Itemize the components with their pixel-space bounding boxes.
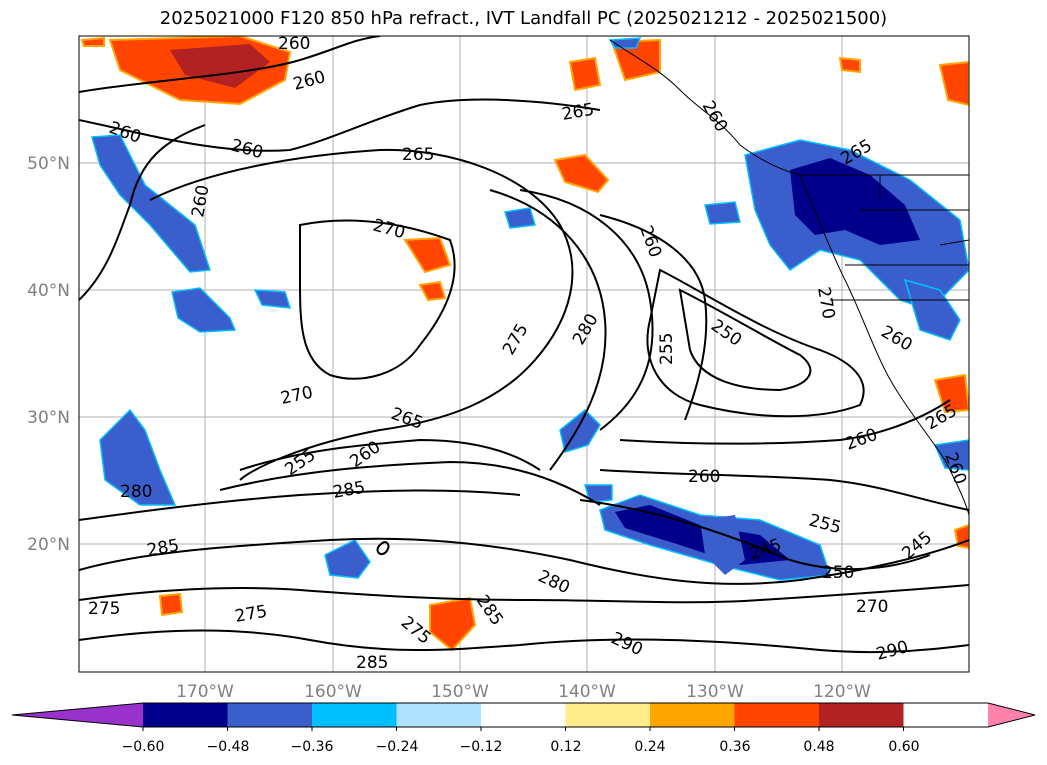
colorbar-cell [481, 703, 566, 727]
contour-260 [219, 460, 601, 506]
colorbar-tick-label: 0.60 [888, 739, 919, 755]
positive-shading [80, 36, 969, 652]
contour-label: 275 [88, 599, 120, 619]
contour-label: 260 [688, 467, 720, 487]
warm-patch [838, 56, 861, 74]
contour-lines [79, 36, 969, 654]
colorbar-cells [11, 702, 1036, 731]
colorbar-tick-label: −0.12 [460, 739, 503, 755]
cool-patch [253, 289, 292, 309]
colorbar-tick-label: 0.48 [803, 739, 834, 755]
warm-patch [933, 373, 969, 414]
state-border [939, 239, 969, 246]
warm-patch [403, 236, 452, 274]
contour-260 [79, 124, 206, 301]
state-borders [830, 175, 969, 301]
colorbar-cell [734, 703, 819, 727]
colorbar-cell [227, 703, 312, 727]
contour-260 [79, 98, 601, 152]
contour-255 [239, 438, 541, 471]
colorbar-tick-label: −0.24 [376, 739, 419, 755]
contour-label: 255 [657, 333, 677, 365]
longitude-labels: 170°W 160°W 150°W 140°W 130°W 120°W [176, 682, 871, 702]
warm-patch [80, 36, 105, 47]
cool-patch [903, 278, 961, 341]
map-frame [78, 35, 970, 673]
lat-label-30n: 30°N [27, 408, 70, 428]
contour-250 [579, 499, 931, 571]
contour-label: 265 [402, 145, 434, 165]
warm-patch [418, 280, 447, 302]
map-title: 2025021000 F120 850 hPa refract., IVT La… [159, 8, 888, 29]
coastlines [609, 39, 969, 516]
contour-255 [646, 268, 865, 418]
negative-shading [91, 37, 969, 581]
colorbar-tick-labels: −0.60 −0.48 −0.36 −0.24 −0.12 0.12 0.24 … [122, 739, 920, 755]
contour-label: 280 [120, 482, 152, 502]
lon-label-120w: 120°W [813, 682, 871, 702]
colorbar-tick-label: 0.12 [550, 739, 581, 755]
lat-label-50n: 50°N [27, 154, 70, 174]
colorbar-cell [312, 703, 397, 727]
contour-label: 250 [822, 563, 854, 583]
lon-label-170w: 170°W [176, 682, 234, 702]
contour-270 [299, 219, 456, 380]
colorbar-tick-label: 0.36 [719, 739, 750, 755]
cool-patch [324, 539, 371, 579]
colorbar-cell [143, 703, 228, 727]
cool-patch [504, 207, 536, 229]
contour-label: 285 [356, 653, 388, 673]
warm-patch [568, 56, 602, 92]
colorbar-cell [650, 703, 735, 727]
colorbar-cell [819, 703, 904, 727]
colorbar-tick-label: −0.36 [291, 739, 334, 755]
colorbar-extend-min [12, 703, 143, 727]
colorbar-tick-label: −0.60 [122, 739, 165, 755]
cool-patch [583, 484, 613, 503]
contour-250 [678, 288, 812, 392]
cool-patch [171, 287, 237, 333]
cool-patch [91, 134, 212, 273]
warm-patch [553, 153, 610, 194]
lat-label-20n: 20°N [27, 535, 70, 555]
cool-patch [99, 408, 177, 506]
colorbar-extend-max [988, 703, 1035, 727]
contour-label: 260 [278, 34, 310, 54]
lon-label-140w: 140°W [558, 682, 616, 702]
colorbar-tick-label: −0.48 [207, 739, 250, 755]
contour-285 [79, 489, 521, 521]
contour-label: 270 [856, 597, 888, 617]
lon-label-130w: 130°W [686, 682, 744, 702]
contour-280 [79, 584, 969, 604]
map-panel: 260 260 260 260 260 265 265 270 270 265 … [78, 34, 970, 673]
colorbar-tick-label: 0.24 [634, 739, 665, 755]
contour-260 [519, 189, 654, 431]
north-america-coast [609, 39, 969, 516]
contour-285 [79, 629, 969, 654]
warm-patch [610, 38, 661, 82]
colorbar-cell [565, 703, 650, 727]
contour-280 [599, 214, 708, 421]
warm-patch [158, 592, 184, 617]
contour-closed [376, 541, 390, 556]
contour-275 [489, 189, 607, 471]
contour-260 [79, 36, 381, 93]
colorbar-cell [396, 703, 481, 727]
contour-275 [79, 537, 969, 585]
cool-core-patch [790, 158, 920, 245]
latitude-labels: 50°N 40°N 30°N 20°N [27, 154, 70, 555]
contour-260 [619, 399, 951, 445]
cool-patch [704, 201, 741, 225]
cool-patch [933, 439, 969, 471]
colorbar: −0.60 −0.48 −0.36 −0.24 −0.12 0.12 0.24 … [11, 702, 1036, 755]
lat-label-40n: 40°N [27, 281, 70, 301]
contour-265 [149, 148, 574, 481]
warm-patch [938, 60, 969, 107]
lon-label-150w: 150°W [431, 682, 489, 702]
contour-255 [599, 469, 969, 511]
lon-label-160w: 160°W [304, 682, 362, 702]
